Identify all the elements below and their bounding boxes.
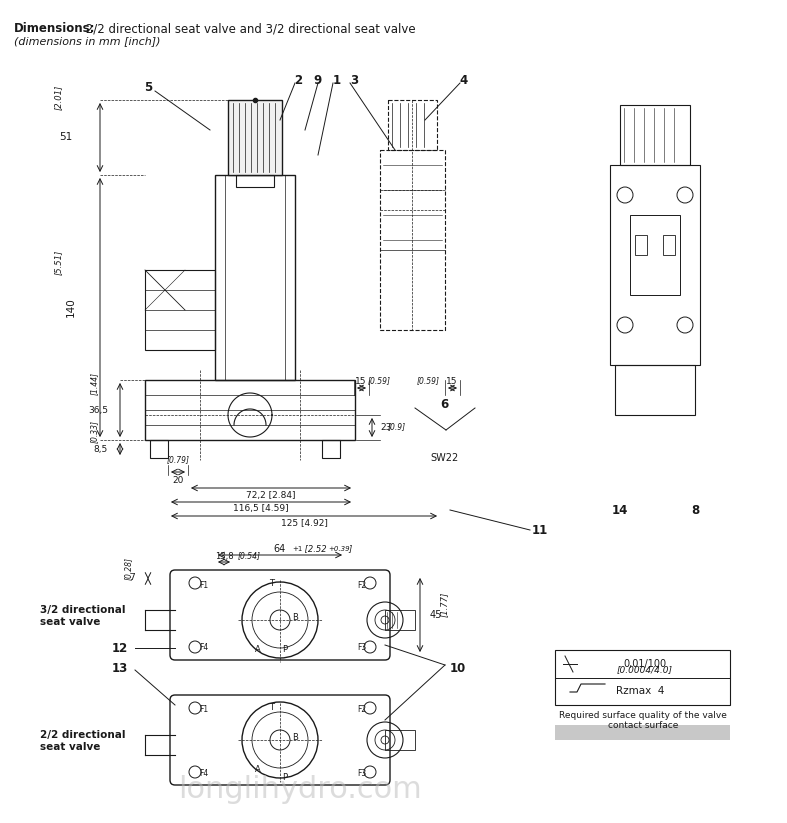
Text: [1.44]: [1.44] [90,372,98,395]
Bar [380,150,445,330]
Text: T: T [269,579,275,588]
Bar [630,215,680,295]
Bar [145,270,215,350]
Text: F4: F4 [199,644,209,653]
Bar [635,235,647,255]
Bar [615,365,695,415]
Bar [145,380,355,440]
Text: [2.52: [2.52 [302,545,327,554]
Text: [2.01]: [2.01] [54,85,62,110]
Bar [150,440,168,458]
Text: F3: F3 [357,644,367,653]
Text: A: A [255,645,260,654]
Text: (dimensions in mm [inch]): (dimensions in mm [inch]) [14,36,161,46]
Text: F4: F4 [199,769,209,778]
Text: F1: F1 [199,705,209,714]
Text: 15: 15 [355,376,367,385]
Text: 2/2 directional: 2/2 directional [40,730,125,740]
Text: 5: 5 [144,81,152,94]
Text: 7: 7 [129,574,135,583]
Text: 45: 45 [430,610,442,620]
Text: [0.59]: [0.59] [417,376,440,385]
Text: [1.77]: [1.77] [440,592,449,617]
Bar [610,165,700,365]
Text: 8: 8 [691,504,699,517]
Text: longlihydro.com: longlihydro.com [178,775,422,805]
Text: 12: 12 [112,641,128,654]
Text: F3: F3 [357,769,367,778]
Text: 14: 14 [611,504,628,517]
Bar [236,175,274,187]
Text: 1: 1 [333,73,341,86]
Text: ]: ] [348,545,351,554]
Text: 36,5: 36,5 [88,406,108,415]
Text: 0,01/100: 0,01/100 [623,659,667,669]
Bar [388,100,437,150]
Text: seat valve: seat valve [40,617,101,627]
Text: [0.59]: [0.59] [368,376,391,385]
Text: A: A [255,765,260,774]
Text: 51: 51 [59,132,72,142]
Text: 125 [4.92]: 125 [4.92] [280,518,327,528]
Text: seat valve: seat valve [40,742,101,752]
Bar [385,610,415,630]
Text: 13,8: 13,8 [215,551,233,560]
Bar [215,175,295,380]
Text: 13: 13 [112,662,128,675]
Bar [555,650,730,705]
Text: 9: 9 [314,73,322,86]
Text: 116,5 [4.59]: 116,5 [4.59] [233,504,289,514]
Text: [0.79]: [0.79] [167,455,190,464]
Text: [5.51]: [5.51] [54,249,62,275]
Text: 8,5: 8,5 [94,444,108,453]
Text: SW22: SW22 [430,453,458,463]
Text: [0.54]: [0.54] [238,551,261,560]
Text: 3: 3 [350,73,358,86]
Text: [0.28]: [0.28] [124,557,132,580]
Text: F2: F2 [357,705,367,714]
Text: 20: 20 [172,476,183,485]
Text: 2/2 directional seat valve and 3/2 directional seat valve: 2/2 directional seat valve and 3/2 direc… [82,22,416,35]
Text: 23: 23 [380,422,391,431]
Text: T: T [269,704,275,713]
Text: P: P [283,645,287,654]
Text: B: B [292,613,298,622]
Text: B: B [292,733,298,742]
Text: Dimensions:: Dimensions: [14,22,95,35]
Text: 15: 15 [446,376,458,385]
Bar [663,235,675,255]
Text: [0.33]: [0.33] [90,420,98,443]
Text: [0.0004/4.0]: [0.0004/4.0] [617,666,673,675]
Text: 72,2 [2.84]: 72,2 [2.84] [246,491,296,500]
Text: 140: 140 [66,297,76,317]
Text: Required surface quality of the valve: Required surface quality of the valve [559,710,727,719]
Text: +0.39: +0.39 [328,546,349,552]
Bar [555,725,730,740]
Text: 6: 6 [440,398,448,411]
Text: 11: 11 [532,523,548,537]
Text: +1: +1 [292,546,302,552]
Text: 64: 64 [274,544,286,554]
Text: F2: F2 [357,580,367,589]
Text: 2: 2 [294,73,302,86]
Bar [385,730,415,750]
Bar [228,100,282,175]
Text: contact surface: contact surface [608,720,678,729]
Text: 3/2 directional: 3/2 directional [40,605,125,615]
Text: 4: 4 [460,73,468,86]
Text: [0.9]: [0.9] [388,422,406,431]
Bar [322,440,340,458]
Text: Rzmax  4: Rzmax 4 [615,686,664,696]
Bar [620,105,690,165]
Text: 10: 10 [450,662,466,675]
Text: P: P [283,773,287,782]
Text: F1: F1 [199,580,209,589]
